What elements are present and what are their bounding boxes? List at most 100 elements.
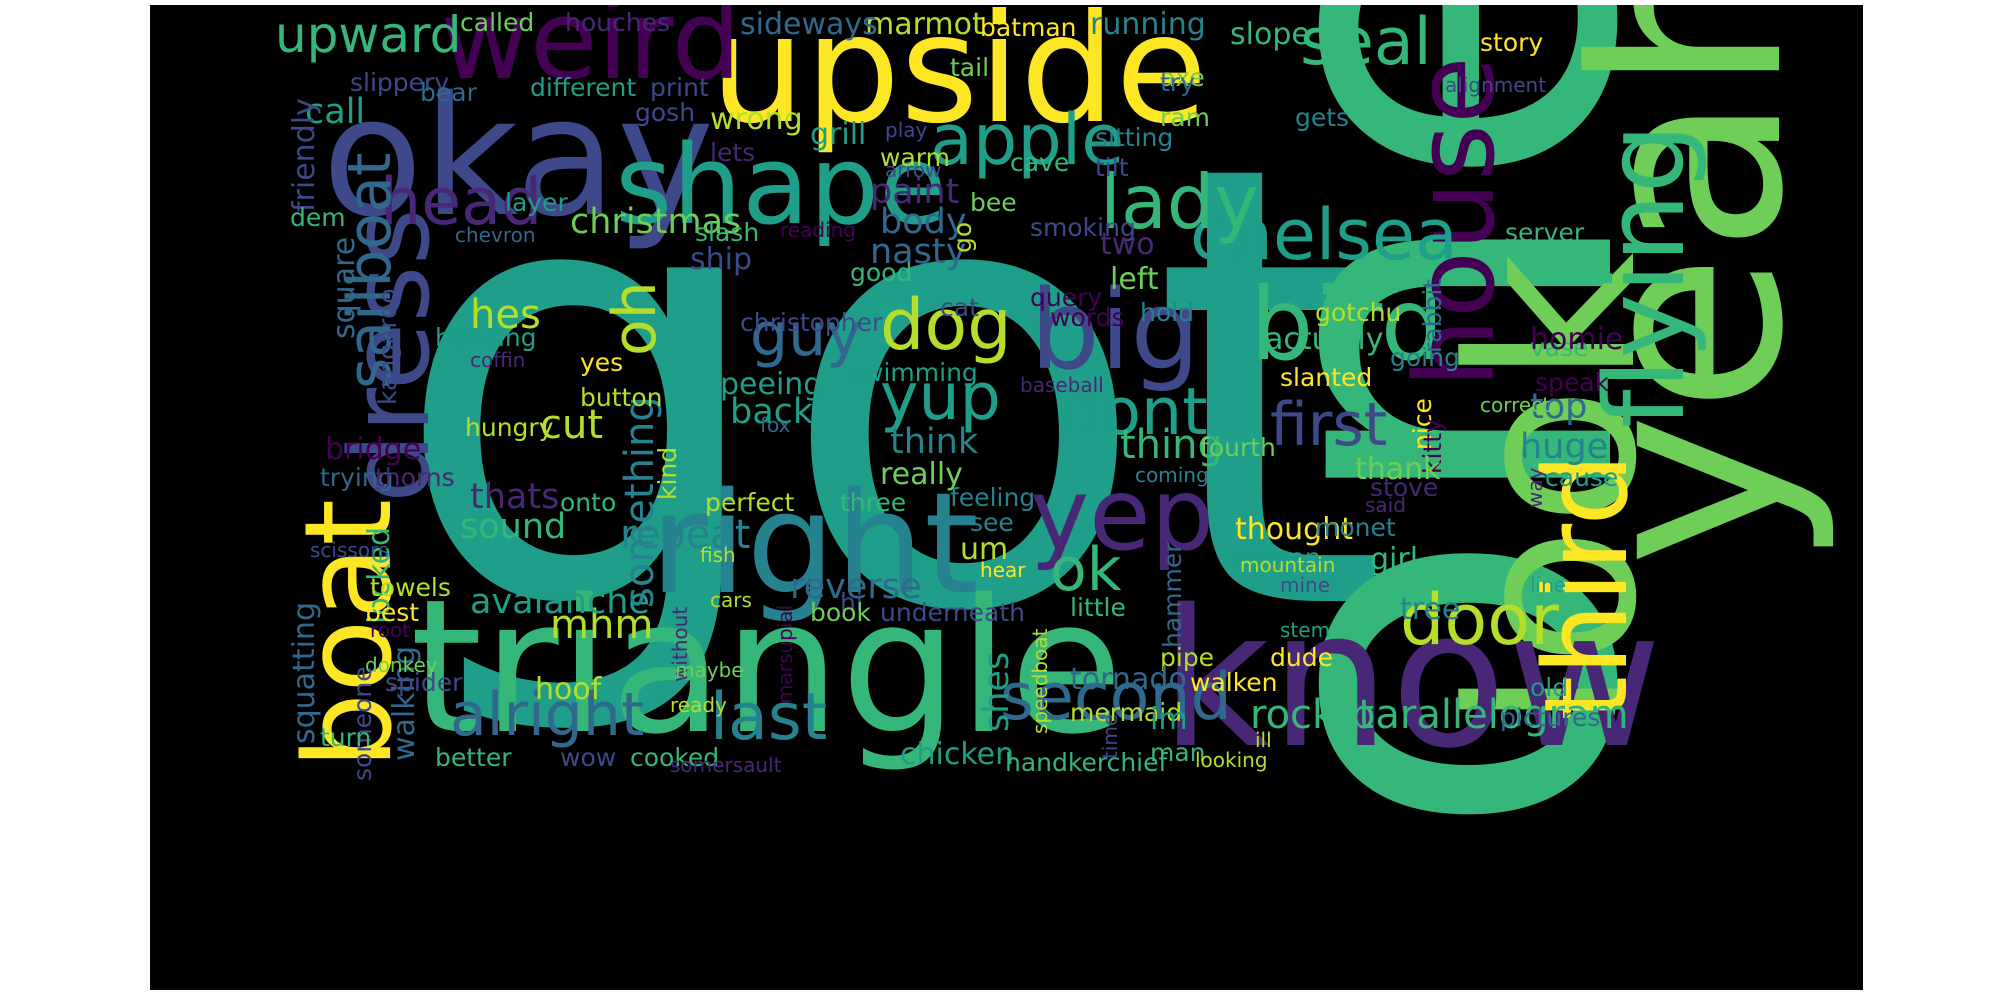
word-slanted: slanted [1280,363,1373,392]
word-gets: gets [1295,103,1350,132]
word-tree: tree [1400,592,1461,627]
word-query: query [1030,283,1103,312]
word-tail: tail [950,53,990,82]
word-mountain: mountain [1240,553,1336,577]
word-good: good [850,258,913,287]
word-pipe: pipe [1160,643,1215,672]
word-dude: dude [1270,643,1333,672]
word-bridge: bridge [325,432,422,467]
word-walken: walken [1190,668,1278,697]
word-towels: towels [370,573,451,602]
word-think: think [890,422,979,462]
word-guy: guy [750,300,862,370]
word-yes: yes [580,348,624,377]
word-ready: ready [670,693,727,717]
word-thorns: thorns [375,463,455,492]
word-feeling: feeling [950,483,1036,512]
word-um: um [960,532,1009,567]
word-see: see [970,508,1014,537]
word-reverse: reverse [790,567,922,607]
word-different: different [530,73,637,102]
word-slope: slope [1230,17,1310,52]
word-axe: axe [1160,63,1205,92]
word-friendly: friendly [287,98,322,212]
word-squatting: squatting [287,601,322,744]
word-sound: sound [460,507,567,547]
word-best: best [365,598,420,627]
word-chicken: chicken [900,737,1015,772]
word-cause: cause [1545,463,1619,492]
word-second: second [1000,660,1232,735]
word-paint: paint [870,172,960,212]
word-three: three [840,488,907,517]
word-old: old [1530,673,1569,702]
word-thing: thing [1120,422,1223,468]
word-coffin: coffin [470,348,526,372]
word-call: call [305,92,366,132]
word-somersault: somersault [670,753,782,777]
word-called: called [460,8,535,37]
word-hammer: hammer [1158,541,1187,648]
word-underneath: underneath [880,598,1025,627]
word-yep: yep [1030,456,1215,573]
word-tilt: tilt [1095,153,1129,182]
word-hungry: hungry [465,413,554,442]
word-way: way [1523,467,1547,508]
word-last: last [710,680,828,755]
word-kind: kind [653,446,682,500]
word-better: better [435,743,512,772]
word-ill: ill [1255,728,1272,752]
word-weird: weird [440,5,742,104]
word-tornado: tornado [1070,662,1187,697]
word-yup: yup [880,360,1001,435]
word-hear: hear [980,558,1026,582]
word-huge: huge [1520,427,1609,467]
word-top: top [1530,387,1588,427]
word-vase: vase [1530,333,1589,362]
word-nasty: nasty [870,232,967,272]
word-cars: cars [710,588,752,612]
word-hold: hold [1140,298,1194,327]
word-maybe: maybe [675,658,744,682]
word-arrow: arrow [885,158,942,182]
word-two: two [1100,227,1155,262]
word-onto: onto [560,488,617,517]
word-houches: houches [565,8,670,37]
word-chevron: chevron [455,223,536,247]
word-hes: hes [470,292,541,338]
word-triangle: triangle [410,559,1124,775]
word-apple: apple [930,99,1125,181]
word-button: button [580,383,663,412]
word-stem: stem [1280,618,1331,642]
word-person: person [1235,543,1321,572]
word-fox: fox [760,413,791,437]
word-line: line [1530,573,1567,597]
word-head: head [380,165,543,240]
word-back: back [730,392,814,432]
word-cat: cat [940,293,979,322]
word-sitting: sitting [1095,123,1174,152]
word-right: right [650,463,979,626]
word-hoof: hoof [535,672,602,707]
word-grill: grill [810,117,867,152]
word-root: root [370,618,411,642]
word-play: play [885,118,928,142]
word-turn: turn [320,723,372,752]
word-homie: homie [1530,322,1624,357]
word-okay: okay [322,61,715,253]
word-words: words [1050,303,1125,332]
word-handing: handing [435,323,537,352]
word-slash: slash [695,218,760,247]
word-shes: shes [977,651,1017,732]
word-upside: upside [710,5,1208,157]
word-bee: bee [970,188,1017,217]
word-print: print [650,73,709,102]
word-time: time [1098,713,1122,759]
word-left: left [1110,262,1159,297]
word-looking: looking [1195,748,1268,772]
word-ram: ram [1160,103,1210,132]
word-lady: lady [1100,158,1259,246]
word-mine: mine [1280,573,1331,597]
word-cave: cave [1010,148,1070,177]
word-something: something [617,396,663,608]
